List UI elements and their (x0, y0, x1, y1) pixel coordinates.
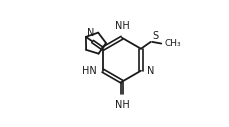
Text: NH: NH (114, 21, 129, 31)
Text: HN: HN (82, 66, 97, 76)
Text: N: N (87, 28, 94, 38)
Text: NH: NH (114, 100, 129, 110)
Text: N: N (146, 66, 153, 76)
Text: S: S (152, 31, 158, 41)
Text: CH₃: CH₃ (164, 39, 181, 48)
